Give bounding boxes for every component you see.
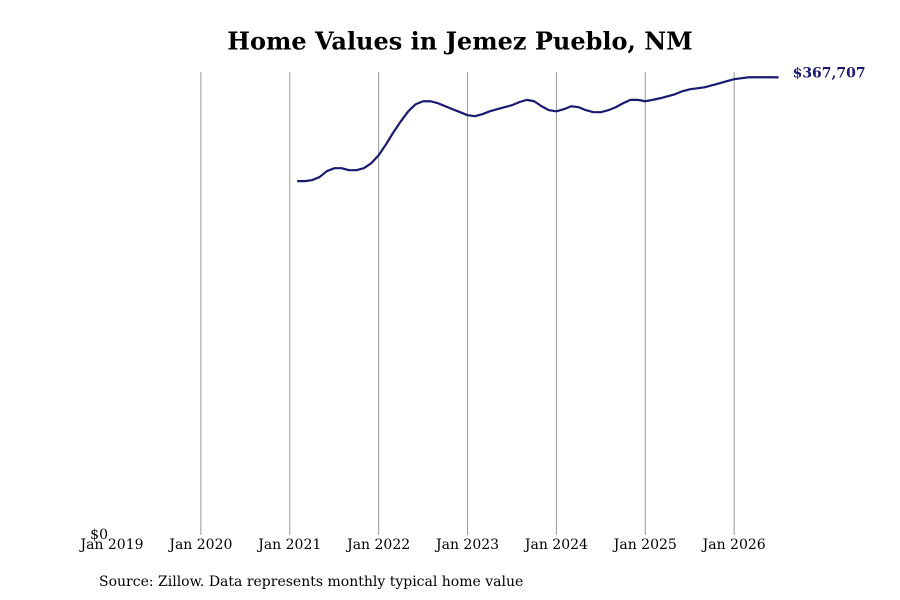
x-tick-label: Jan 2019	[78, 537, 143, 553]
x-tick-label: Jan 2026	[701, 537, 766, 553]
x-tick-label: Jan 2025	[612, 537, 677, 553]
x-tick-label: Jan 2024	[523, 537, 588, 553]
x-tick-label: Jan 2021	[256, 537, 321, 553]
y-tick-label: $0	[90, 527, 108, 543]
line	[297, 76, 779, 183]
source-note: Source: Zillow. Data represents monthly …	[99, 574, 523, 590]
x-tick-label: Jan 2020	[167, 537, 232, 553]
x-tick-label: Jan 2023	[434, 537, 499, 553]
value-label: $367,707	[793, 65, 866, 81]
x-tick-label: Jan 2022	[345, 537, 410, 553]
chart-title: Home Values in Jemez Pueblo, NM	[227, 27, 692, 56]
